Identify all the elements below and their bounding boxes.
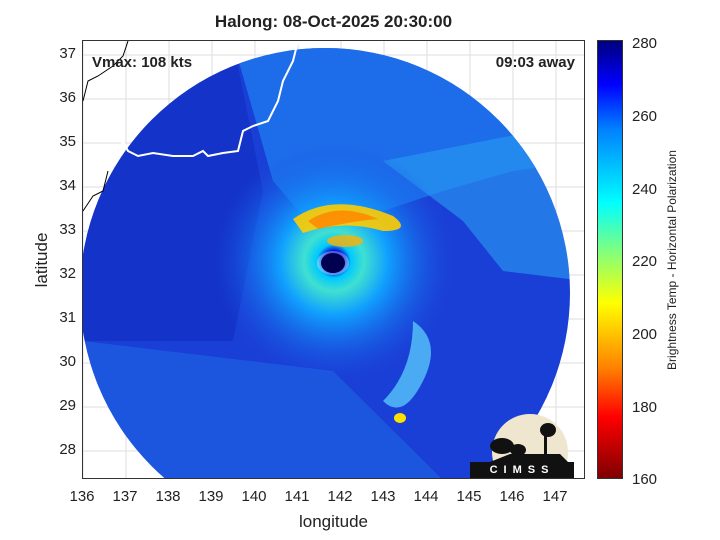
x-tick: 136 xyxy=(69,488,95,505)
storm-eye xyxy=(321,253,345,273)
colorbar-label: Brightness Temp - Horizontal Polarizatio… xyxy=(665,150,679,370)
y-tick: 34 xyxy=(59,177,76,194)
y-tick: 29 xyxy=(59,397,76,414)
map-plot-area xyxy=(82,40,585,479)
colorbar-tick: 160 xyxy=(632,471,658,488)
x-tick: 138 xyxy=(155,488,181,505)
colorbar-tick: 220 xyxy=(632,253,658,270)
x-tick: 146 xyxy=(499,488,525,505)
x-tick: 143 xyxy=(370,488,396,505)
y-tick: 37 xyxy=(59,45,76,62)
x-tick: 142 xyxy=(327,488,353,505)
map-svg xyxy=(83,41,584,478)
cimss-logo xyxy=(470,414,574,478)
x-tick: 144 xyxy=(413,488,439,505)
y-tick: 33 xyxy=(59,221,76,238)
x-tick: 145 xyxy=(456,488,482,505)
y-tick: 35 xyxy=(59,133,76,150)
x-axis-label: longitude xyxy=(298,512,368,531)
y-tick: 28 xyxy=(59,441,76,458)
x-tick: 147 xyxy=(542,488,568,505)
colorbar-tick: 280 xyxy=(632,35,658,52)
coastline xyxy=(107,41,299,172)
colorbar-tick: 180 xyxy=(632,399,658,416)
colorbar xyxy=(597,40,623,479)
y-tick: 36 xyxy=(59,89,76,106)
y-tick: 30 xyxy=(59,353,76,370)
colorbar-tick: 200 xyxy=(632,326,658,343)
y-tick: 32 xyxy=(59,265,76,282)
map-title: Halong: 08-Oct-2025 20:30:00 xyxy=(214,12,453,31)
y-axis-label: latitude xyxy=(32,232,51,288)
colorbar-tick: 260 xyxy=(632,108,658,125)
colorbar-tick: 240 xyxy=(632,181,658,198)
logo-text: CIMSS xyxy=(489,464,555,476)
x-tick: 140 xyxy=(241,488,267,505)
y-tick: 31 xyxy=(59,309,76,326)
x-tick: 137 xyxy=(112,488,138,505)
x-tick: 141 xyxy=(284,488,310,505)
x-tick: 139 xyxy=(198,488,224,505)
time-away-annotation: 09:03 away xyxy=(495,54,575,71)
vmax-annotation: Vmax: 108 kts xyxy=(92,54,193,71)
